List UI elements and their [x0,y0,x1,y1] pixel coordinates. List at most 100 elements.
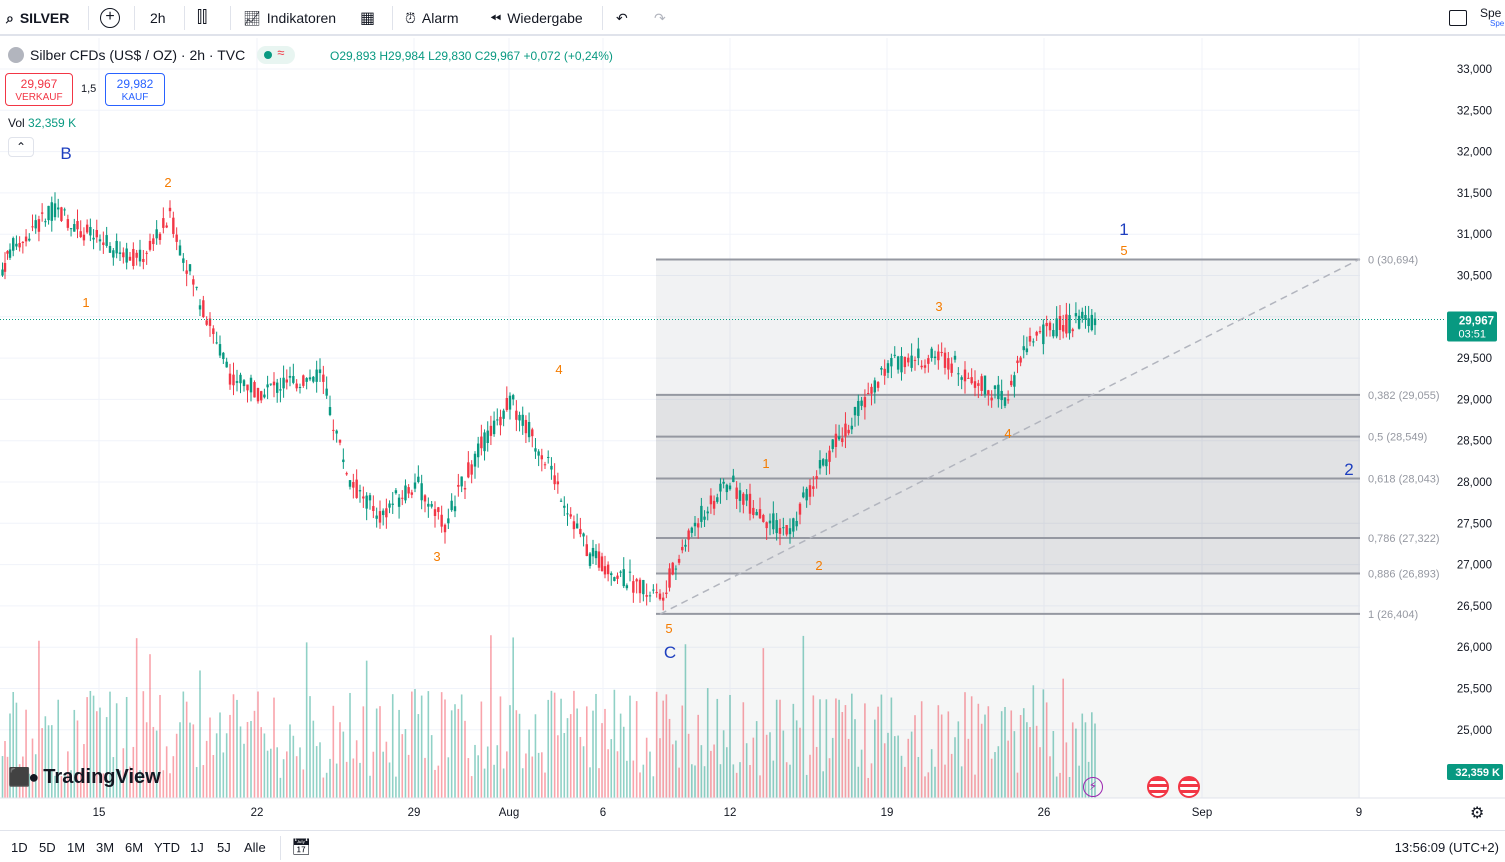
sell-button[interactable]: 29,967 VERKAUF [5,73,73,106]
candle-body [973,381,977,388]
volume-bar [990,758,993,798]
candle-body [700,505,703,522]
volume-bar [375,708,378,798]
replay-button[interactable]: ⏪︎ Wiedergabe [490,6,583,30]
volume-legend[interactable]: Vol 32,359 K [8,116,76,130]
candle-body [579,528,582,535]
range-button-6m[interactable]: 6M [125,840,144,855]
candle-body [933,356,937,359]
time-tick-label: 12 [724,807,737,819]
volume-bar [276,747,278,798]
interval-button[interactable]: 2h [150,6,166,30]
volume-bar [749,765,751,798]
settings-gear-icon[interactable]: ⚙ [1470,805,1485,822]
range-button-1j[interactable]: 1J [190,840,204,855]
candle-body [987,390,990,395]
candle-body [867,393,870,395]
volume-bar [954,737,956,798]
sell-price: 29,967 [20,77,58,91]
fullscreen-button[interactable] [1449,6,1467,30]
clock-display[interactable]: 13:56:09 (UTC+2) [1394,840,1499,855]
volume-bar [589,767,591,798]
volume-bar [282,759,285,798]
candle-body [940,351,943,353]
indicators-button[interactable]: 📈︎ Indikatoren [243,6,336,30]
candle-body [279,389,282,391]
candle-body [401,497,404,499]
volume-bar [616,751,619,798]
volume-bar [205,740,208,798]
square-icon [1449,10,1467,26]
volume-bar [38,640,40,798]
volume-bar [769,732,771,798]
candle-body [706,511,709,514]
volume-bar [447,757,450,798]
volume-bar [437,765,440,798]
volume-bar [610,739,613,798]
volume-bar [349,692,351,798]
right-panel-label[interactable]: Spe [1480,6,1502,20]
symbol-search[interactable]: ⌕ SILVER [6,6,69,30]
us-flag-event-icon[interactable] [1178,776,1200,798]
alert-button[interactable]: ⏰︎ Alarm [405,6,458,30]
chart-legend[interactable]: Silber CFDs (US$ / OZ) · 2h · TVC ≈ [8,45,296,64]
volume-bar [102,773,105,798]
volume-bar [900,755,903,798]
redo-button[interactable]: ↷ [654,6,666,30]
candle-body [450,500,453,511]
buy-button[interactable]: 29,982 KAUF [105,73,165,106]
candle-body [18,242,21,248]
candle-body [847,429,850,434]
candle-body [205,320,208,325]
volume-bar [819,699,821,798]
range-button-1d[interactable]: 1D [11,840,28,855]
candle-body [927,358,930,364]
volume-bar [528,729,530,798]
date-range-calendar-icon[interactable]: 📅︎ [291,839,312,856]
volume-bar [557,735,559,798]
volume-bar [266,750,269,798]
candle-body [622,569,625,587]
collapse-legend-button[interactable]: ⌃ [8,137,34,157]
undo-button[interactable]: ↶ [616,6,628,30]
candle-body [89,226,92,236]
candle-body [970,377,973,384]
range-button-3m[interactable]: 3M [96,840,115,855]
volume-bar [398,709,400,798]
volume-bar [4,741,6,798]
range-button-5d[interactable]: 5D [39,840,56,855]
candle-body [76,221,79,230]
candle-body [202,300,205,318]
volume-bar [496,745,499,798]
volume-bar [592,710,594,798]
volume-bar [464,720,466,798]
volume-bar [713,744,715,798]
volume-bar [202,765,205,798]
layouts-button[interactable]: ▦ [360,6,375,30]
candle-body [486,430,489,443]
volume-bar [502,768,505,798]
volume-bar [109,691,111,798]
lightning-event-icon[interactable]: ⚡︎ [1083,777,1103,797]
volume-bar [359,762,361,798]
time-tick-label: 29 [408,807,421,819]
elliott-trendline [659,258,1361,615]
fib-level-label: 1 (26,404) [1368,609,1418,621]
range-button-alle[interactable]: Alle [244,840,266,855]
volume-bar [312,720,315,798]
candle-body [12,238,15,251]
us-flag-event-icon[interactable] [1147,776,1169,798]
volume-bar [1039,747,1041,798]
chart-type-button[interactable]: ⫿⫿ [197,6,207,30]
range-button-ytd[interactable]: YTD [154,840,180,855]
volume-bar [18,764,21,798]
candle-body [1048,322,1052,331]
range-button-1m[interactable]: 1M [67,840,86,855]
volume-bar [47,725,50,798]
range-button-5j[interactable]: 5J [217,840,231,855]
price-chart[interactable]: 0 (30,694) 0,382 (29,055) 0,5 (28,549) 0,61… [0,38,1505,830]
add-symbol-button[interactable]: + [100,6,120,30]
price-tick-label: 33,000 [1457,64,1492,76]
wave-label-major: 1 [1119,220,1128,239]
volume-bar [726,747,728,798]
